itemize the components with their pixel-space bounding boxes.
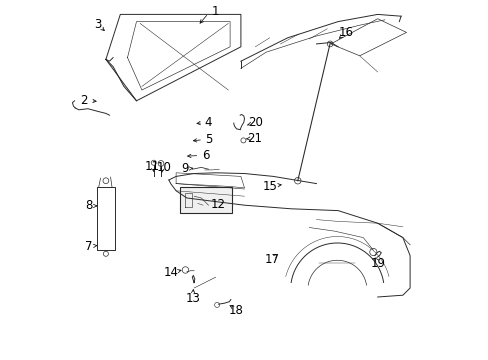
- Text: 21: 21: [246, 132, 261, 145]
- Text: 16: 16: [338, 26, 353, 39]
- Text: 6: 6: [202, 149, 209, 162]
- Text: 14: 14: [163, 266, 178, 279]
- Text: 19: 19: [370, 257, 385, 270]
- Text: 3: 3: [94, 18, 101, 31]
- Text: 8: 8: [85, 199, 93, 212]
- Text: 13: 13: [185, 292, 200, 305]
- Text: 5: 5: [204, 133, 212, 146]
- Text: 4: 4: [204, 116, 212, 129]
- Text: 10: 10: [156, 161, 171, 174]
- Text: 20: 20: [247, 116, 262, 129]
- Text: 7: 7: [85, 240, 93, 253]
- Bar: [179, 187, 231, 213]
- Text: 17: 17: [264, 253, 279, 266]
- Text: 18: 18: [229, 304, 244, 317]
- Text: 9: 9: [182, 162, 189, 175]
- Text: 11: 11: [144, 160, 160, 173]
- Text: 1: 1: [211, 5, 219, 18]
- Text: 2: 2: [81, 94, 88, 107]
- Text: 12: 12: [211, 198, 225, 211]
- Text: 15: 15: [262, 180, 277, 193]
